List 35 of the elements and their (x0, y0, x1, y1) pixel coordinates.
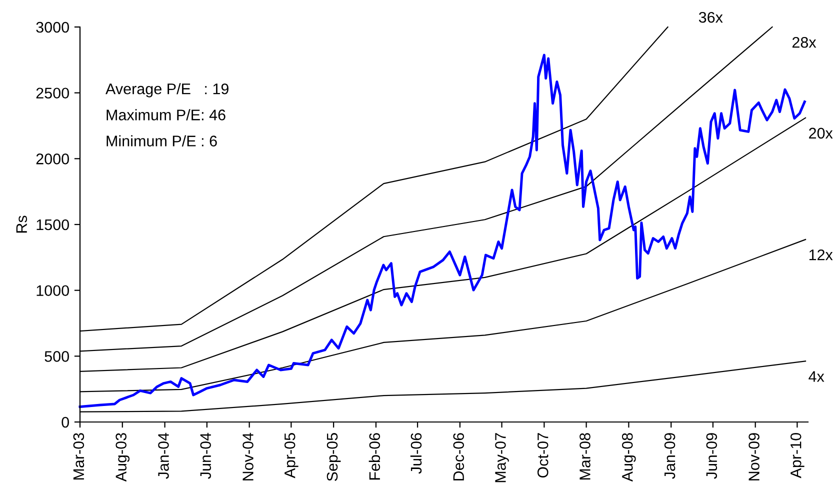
x-tick-label: Jun-04 (200, 432, 212, 479)
text: 36x (698, 12, 723, 23)
x-tick-label: Mar-08 (580, 433, 590, 480)
x-tick-label: Mar-03 (73, 433, 84, 480)
series-label: 20x (809, 128, 833, 139)
x-tick-label: Jul-06 (410, 433, 422, 474)
x-tick-label: Nov-09 (748, 433, 760, 480)
y-axis-title: Rs (16, 216, 28, 233)
x-tick-label: Aug-08 (622, 433, 636, 482)
x-tick-label: Nov-04 (242, 432, 254, 480)
series-label: 28x (792, 36, 816, 48)
y-tick-label: 2500 (36, 88, 69, 99)
x-tick-label: Oct-07 (537, 433, 548, 478)
x-tick-label: Jan-09 (664, 433, 676, 479)
y-tick-label: 0 (62, 416, 69, 428)
x-tick-label: Apr-10 (790, 433, 804, 478)
x-tick-label: Dec-06 (453, 433, 464, 480)
x-tick-label: Aug-03 (116, 433, 130, 482)
y-tick-label: 1500 (36, 219, 69, 230)
series-label: 4x (808, 371, 824, 382)
line-series (78, 54, 806, 408)
series-label: 12x (809, 249, 833, 260)
x-tick-label: Apr-05 (284, 433, 298, 478)
y-tick-label: 1000 (36, 285, 69, 296)
x-tick-label: Jan-04 (158, 432, 169, 479)
x-tick-label: Jun-09 (706, 433, 718, 479)
annotation: Maximum P/E: 46 (106, 109, 226, 120)
x-tick-label: Feb-06 (368, 433, 380, 480)
annotation: Minimum P/E : 6 (106, 135, 217, 146)
y-tick-label: 500 (44, 351, 69, 362)
y-tick-label: 2000 (36, 154, 69, 164)
annotation: Average P/E : 19 (106, 83, 228, 98)
x-tick-label: Sep-05 (326, 433, 341, 481)
y-tick-label: 3000 (36, 22, 69, 33)
x-tick-label: May-07 (495, 433, 509, 482)
